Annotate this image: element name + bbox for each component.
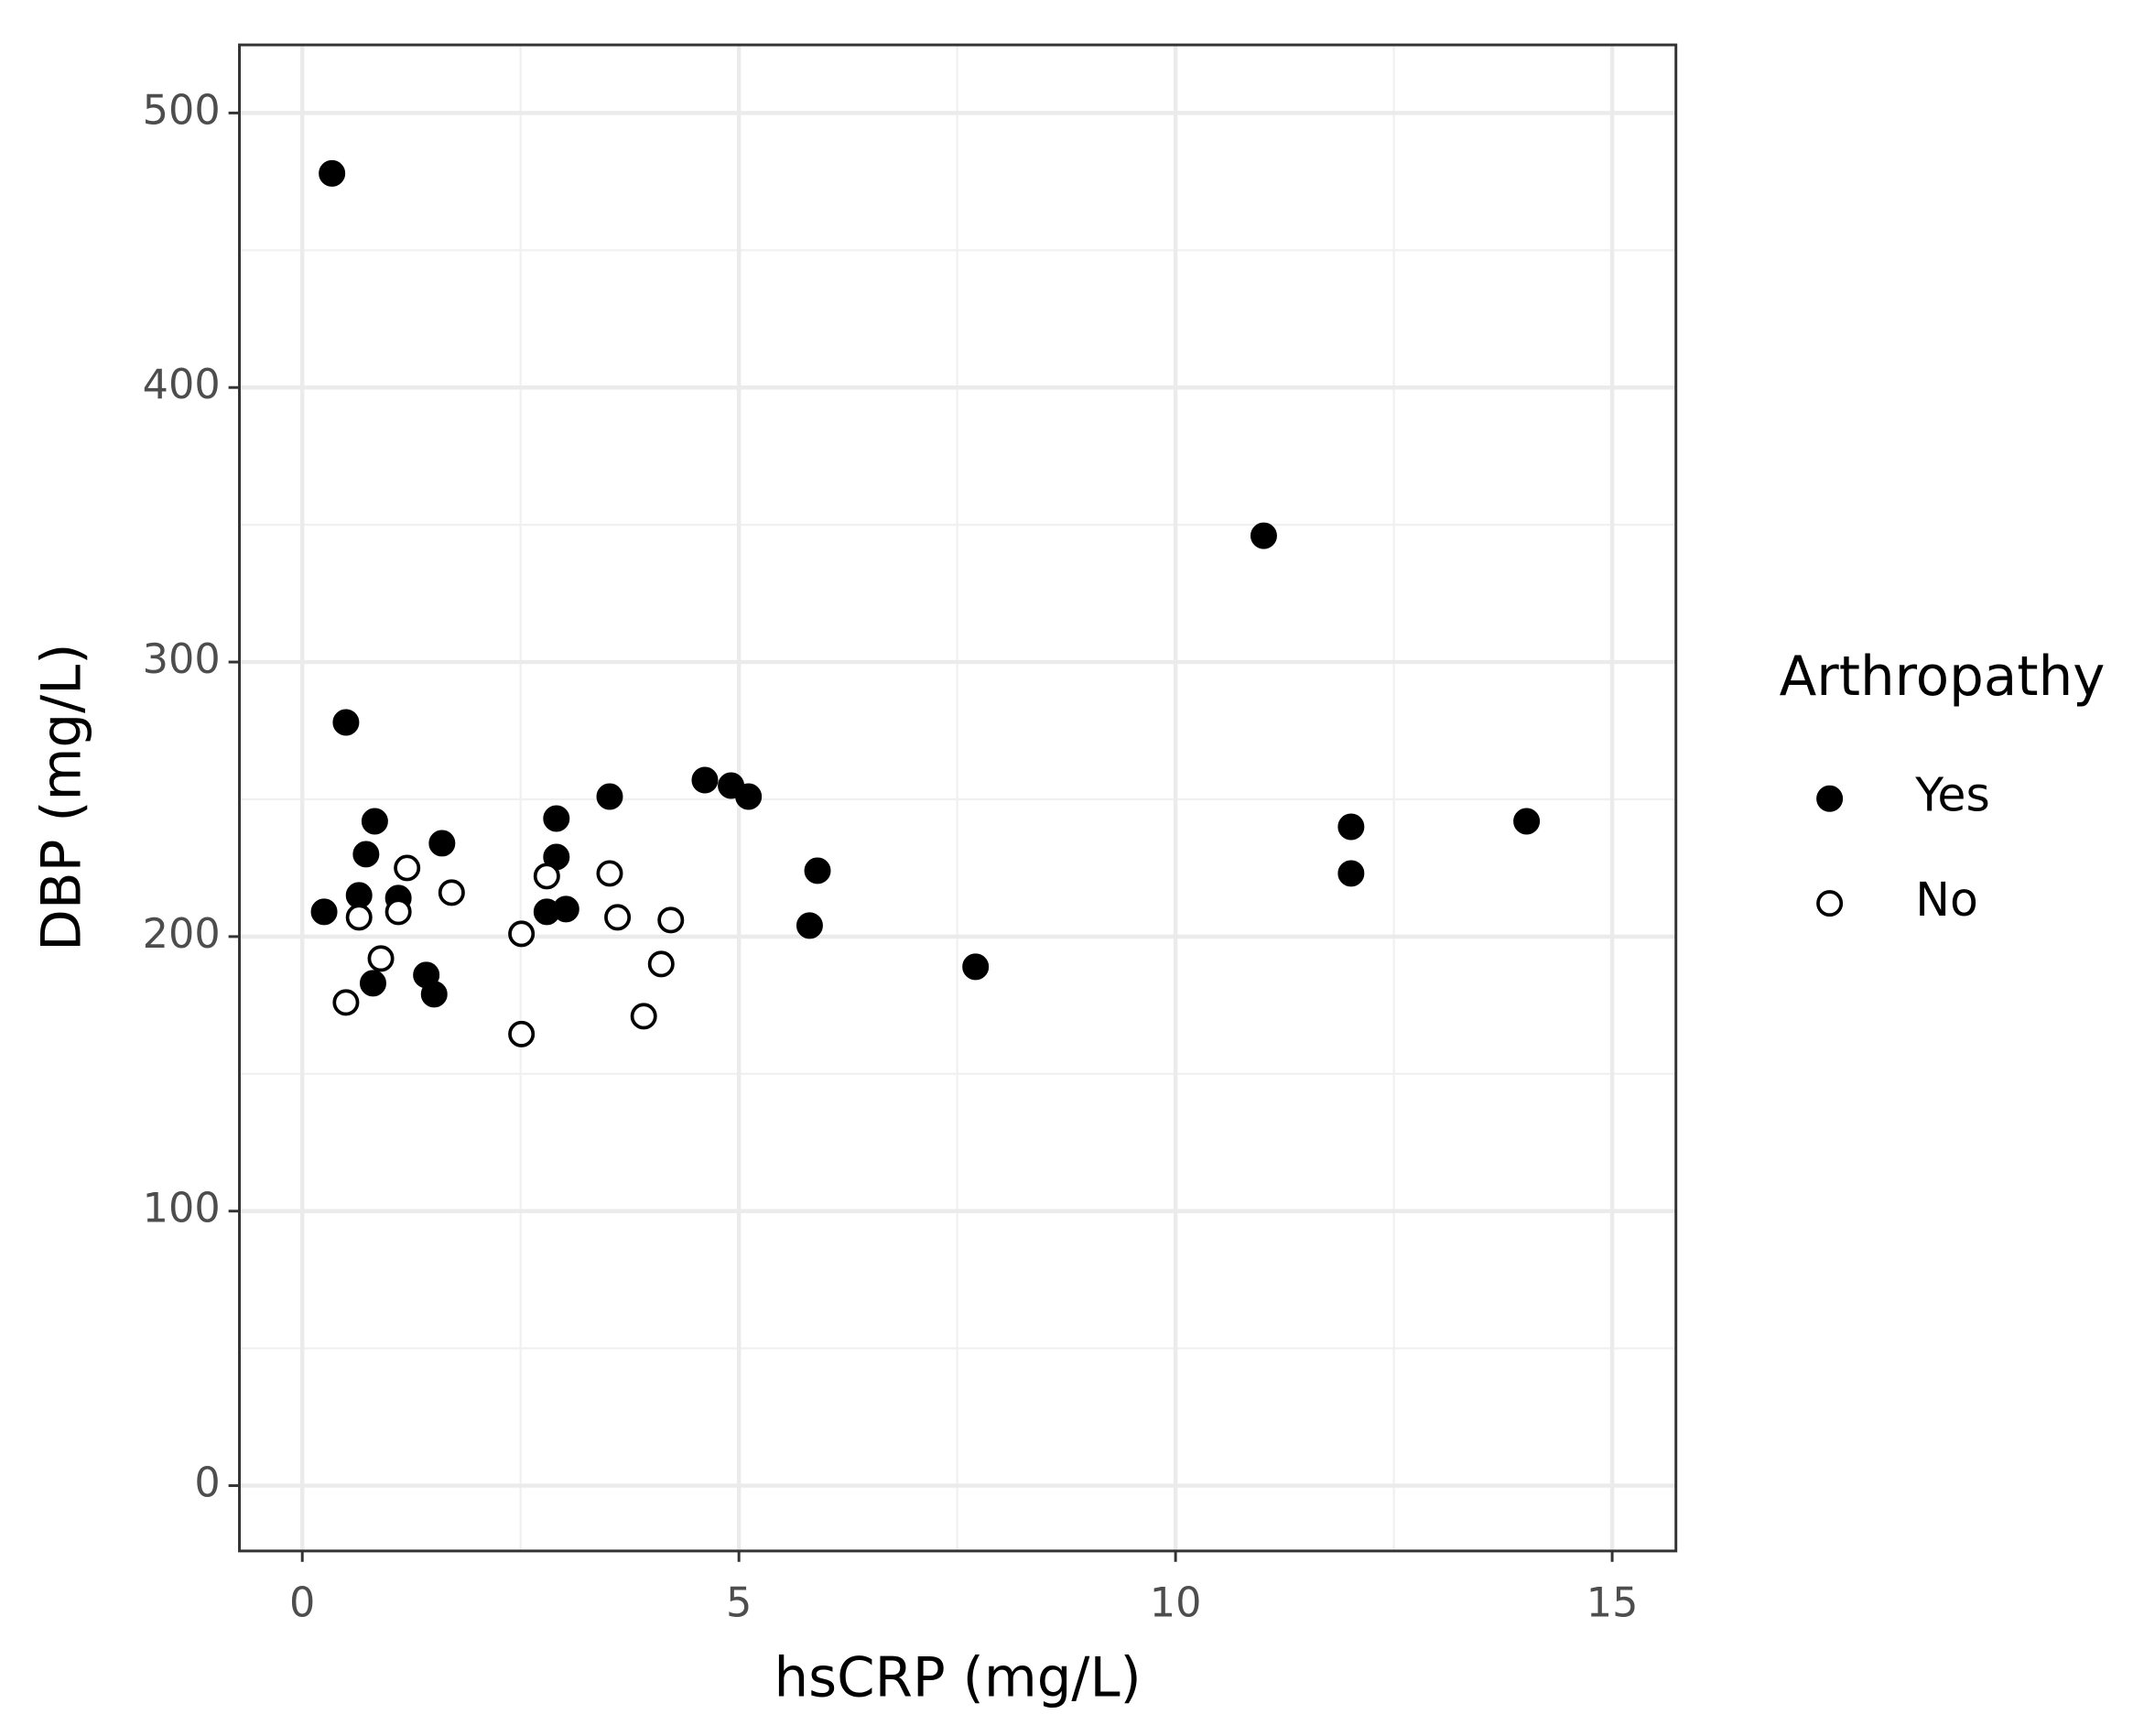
point (384, 898, 412, 926)
point (691, 766, 719, 794)
point (604, 904, 632, 931)
legend-label: No (1915, 873, 1978, 927)
y-tick-label: 100 (143, 1185, 221, 1232)
point (508, 1020, 536, 1047)
point (543, 805, 570, 832)
y-tick-label: 500 (143, 86, 221, 134)
point (596, 860, 623, 887)
point (310, 898, 338, 926)
point (533, 863, 560, 890)
point (735, 783, 763, 810)
point (345, 904, 373, 931)
y-axis-title: DBP (mg/L) (30, 644, 93, 951)
x-tick-label: 5 (726, 1579, 752, 1626)
point (796, 912, 823, 939)
panel-border (238, 43, 1678, 1553)
point (319, 159, 346, 187)
y-tick-label: 200 (143, 910, 221, 958)
point (332, 989, 360, 1016)
point (428, 830, 456, 857)
x-tick-label: 10 (1150, 1579, 1202, 1626)
point (361, 808, 388, 835)
point (420, 981, 448, 1008)
point (1337, 860, 1365, 887)
point (657, 906, 685, 934)
point (367, 945, 395, 972)
legend-label: Yes (1914, 768, 1990, 822)
point (647, 950, 675, 978)
point (552, 895, 579, 923)
point (332, 709, 360, 736)
legend-marker (1816, 785, 1844, 812)
y-tick-label: 300 (143, 635, 221, 683)
point (804, 857, 831, 884)
x-tick-label: 15 (1586, 1579, 1639, 1626)
x-tick-label: 0 (289, 1579, 315, 1626)
point (962, 953, 990, 981)
y-tick-label: 400 (143, 361, 221, 408)
point (1513, 808, 1541, 835)
legend-marker (1816, 890, 1844, 917)
point (1250, 522, 1277, 549)
x-axis-title: hsCRP (mg/L) (774, 1647, 1142, 1710)
point (1337, 813, 1365, 841)
point (438, 879, 465, 906)
y-tick-label: 0 (194, 1459, 220, 1507)
point (345, 882, 373, 909)
point (394, 854, 421, 882)
point (508, 920, 536, 948)
point (359, 970, 386, 997)
point (352, 841, 380, 868)
legend-title: Arthropathy (1780, 646, 2106, 709)
point (596, 783, 623, 810)
point (630, 1003, 657, 1030)
